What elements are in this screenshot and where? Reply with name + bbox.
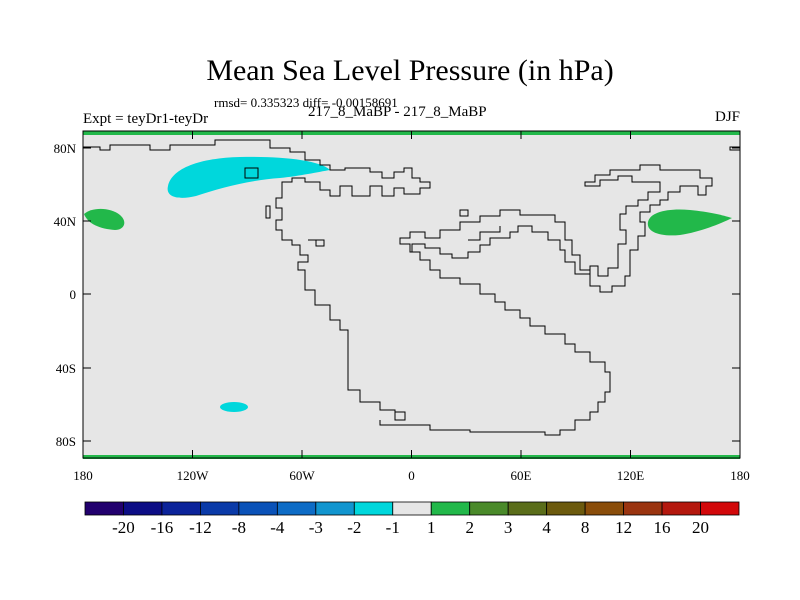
cyan-anomaly-south bbox=[220, 402, 248, 412]
map-title: Mean Sea Level Pressure (in hPa) bbox=[206, 54, 614, 87]
colorbar-label: 4 bbox=[542, 518, 551, 537]
colorbar-swatch bbox=[238, 501, 278, 516]
colorbar-swatch bbox=[353, 501, 394, 516]
colorbar-swatch bbox=[430, 501, 471, 516]
x-tick-label: 180 bbox=[73, 468, 93, 483]
colorbar-label: 8 bbox=[581, 518, 590, 537]
colorbar-label: -2 bbox=[347, 518, 361, 537]
y-tick-label: 80N bbox=[54, 141, 77, 156]
colorbar-label: -8 bbox=[232, 518, 246, 537]
colorbar-label: -1 bbox=[386, 518, 400, 537]
period-label: 217_8_MaBP - 217_8_MaBP bbox=[308, 104, 487, 120]
colorbar-swatch bbox=[161, 501, 201, 516]
colorbar-label: 16 bbox=[654, 518, 671, 537]
x-tick-label: 120E bbox=[617, 468, 645, 483]
colorbar-swatch bbox=[84, 501, 124, 516]
colorbar-swatch bbox=[661, 501, 701, 516]
colorbar-swatch bbox=[584, 501, 624, 516]
green-anomaly-west bbox=[84, 208, 125, 230]
x-tick-label: 120W bbox=[177, 468, 210, 483]
colorbar-label: -4 bbox=[270, 518, 285, 537]
colorbar-swatch bbox=[200, 501, 240, 516]
colorbar-swatch bbox=[623, 501, 663, 516]
y-tick-label: 40S bbox=[56, 361, 76, 376]
season-label: DJF bbox=[714, 109, 740, 125]
colorbar-swatch bbox=[315, 501, 355, 516]
stats-label: rmsd= 0.335323 diff= -0.00158691 bbox=[214, 95, 398, 110]
colorbar-swatch bbox=[546, 501, 586, 516]
colorbar-swatch bbox=[700, 501, 740, 516]
colorbar-swatch bbox=[507, 501, 548, 516]
coastlines bbox=[83, 139, 740, 436]
green-anomaly-east bbox=[647, 209, 732, 236]
colorbar-swatch bbox=[392, 501, 432, 516]
x-tick-label: 60W bbox=[289, 468, 315, 483]
axis-ticks: 180 120W 60W 0 60E 120E 180 80N 40N 0 40S 80S bbox=[54, 131, 750, 483]
colorbar-label: -12 bbox=[189, 518, 212, 537]
colorbar-label: -16 bbox=[151, 518, 174, 537]
y-tick-label: 80S bbox=[56, 434, 76, 449]
colorbar-label: 12 bbox=[615, 518, 632, 537]
colorbar-swatch bbox=[276, 501, 317, 516]
colorbar-label: 20 bbox=[692, 518, 709, 537]
colorbar-swatch bbox=[469, 501, 509, 516]
experiment-label: Expt = teyDr1-teyDr bbox=[83, 111, 209, 127]
x-tick-label: 180 bbox=[730, 468, 750, 483]
colorbar-label: 1 bbox=[427, 518, 436, 537]
x-tick-label: 60E bbox=[511, 468, 532, 483]
colorbar: -20 -16 -12 -8 -4 -3 -2 -1 1 2 3 4 8 12 16 20 bbox=[84, 501, 740, 537]
y-tick-label: 40N bbox=[54, 214, 77, 229]
colorbar-swatch bbox=[123, 501, 163, 516]
y-tick-label: 0 bbox=[70, 287, 77, 302]
colorbar-label: -20 bbox=[112, 518, 135, 537]
colorbar-label: 2 bbox=[465, 518, 474, 537]
x-tick-label: 0 bbox=[408, 468, 415, 483]
cyan-anomaly-north-pacific bbox=[167, 156, 330, 198]
colorbar-label: -3 bbox=[309, 518, 323, 537]
colorbar-label: 3 bbox=[504, 518, 513, 537]
